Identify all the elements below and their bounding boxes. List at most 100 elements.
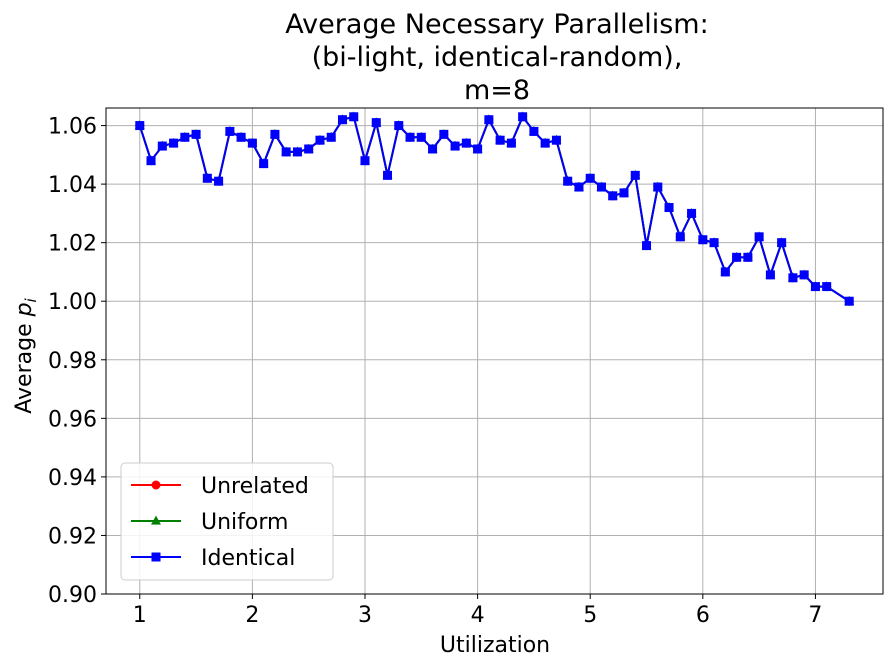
data-point: [281, 147, 291, 157]
data-point: [799, 270, 809, 280]
data-point: [135, 121, 145, 131]
data-point: [698, 235, 708, 245]
data-point: [574, 182, 584, 192]
grid: [106, 108, 883, 595]
data-point: [596, 182, 606, 192]
data-point: [844, 296, 854, 306]
data-point: [439, 129, 449, 139]
data-point: [236, 132, 246, 142]
data-point: [630, 170, 640, 180]
data-point: [247, 138, 257, 148]
legend-label: Uniform: [201, 510, 288, 535]
data-point: [473, 144, 483, 154]
data-point: [754, 232, 764, 242]
data-point: [157, 141, 167, 151]
y-tick-label: 1.04: [48, 173, 97, 198]
data-point: [225, 126, 235, 136]
legend-box: [120, 462, 334, 581]
data-point: [518, 112, 528, 122]
data-point: [326, 132, 336, 142]
chart-title-line-2: (bi-light, identical-random),: [312, 42, 683, 73]
data-point: [450, 141, 460, 151]
series-line: [138, 115, 850, 303]
data-point: [191, 129, 201, 139]
x-tick-label: 4: [471, 603, 485, 628]
chart-title-line-1: Average Necessary Parallelism:: [285, 9, 708, 40]
x-tick-label: 6: [696, 603, 710, 628]
data-point: [720, 267, 730, 277]
data-point: [664, 203, 674, 213]
series-identical: [135, 112, 854, 306]
data-point: [810, 282, 820, 292]
legend-marker: [151, 480, 161, 490]
data-point: [777, 238, 787, 248]
legend-item-uniform: Uniform: [131, 510, 288, 535]
data-point: [202, 173, 212, 183]
y-tick-label: 0.94: [48, 466, 97, 491]
data-point: [495, 135, 505, 145]
data-point: [563, 176, 573, 186]
y-axis-label-main: Average: [12, 316, 37, 413]
x-tick-label: 5: [583, 603, 597, 628]
data-point: [529, 126, 539, 136]
data-point: [270, 129, 280, 139]
data-point: [315, 135, 325, 145]
y-axis-label: Average pi: [12, 297, 40, 413]
data-point: [484, 115, 494, 125]
data-point: [146, 156, 156, 166]
series-line: [138, 115, 850, 303]
data-point: [653, 182, 663, 192]
chart-title-line-3: m=8: [464, 75, 530, 106]
data-point: [461, 138, 471, 148]
data-point: [214, 176, 224, 186]
data-point: [743, 252, 753, 262]
legend-item-unrelated: Unrelated: [131, 474, 309, 499]
y-tick-label: 0.90: [48, 583, 97, 608]
y-tick-label: 1.02: [48, 232, 97, 257]
data-point: [383, 170, 393, 180]
legend-label: Identical: [201, 546, 295, 571]
data-point: [169, 138, 179, 148]
data-point: [709, 238, 719, 248]
data-point: [405, 132, 415, 142]
data-point: [540, 138, 550, 148]
data-point: [822, 282, 832, 292]
data-point: [687, 208, 697, 218]
data-point: [675, 232, 685, 242]
data-point: [732, 252, 742, 262]
data-point: [394, 121, 404, 131]
x-tick-label: 2: [245, 603, 259, 628]
x-tick-label: 1: [133, 603, 147, 628]
chart-title: Average Necessary Parallelism: (bi-light…: [285, 9, 708, 106]
data-point: [551, 135, 561, 145]
y-tick-label: 1.00: [48, 290, 97, 315]
data-point: [788, 273, 798, 283]
legend-marker: [151, 552, 161, 562]
y-tick-label: 1.06: [48, 115, 97, 140]
plot-frame: [105, 107, 884, 595]
x-axis-label: Utilization: [440, 633, 550, 658]
y-tick-label: 0.92: [48, 524, 97, 549]
y-axis-label-subscript: i: [22, 297, 40, 302]
data-point: [349, 112, 359, 122]
data-point: [360, 156, 370, 166]
x-axis-ticks: 1 2 3 4 5 6 7: [133, 594, 822, 628]
data-point: [292, 147, 302, 157]
data-point: [428, 144, 438, 154]
series-layer: [134, 111, 855, 306]
data-point: [619, 188, 629, 198]
data-point: [416, 132, 426, 142]
x-tick-label: 3: [358, 603, 372, 628]
data-point: [765, 270, 775, 280]
series-line: [138, 115, 850, 303]
y-axis-ticks: 0.90 0.92 0.94 0.96 0.98 1.00 1.02 1.04 1.06: [48, 115, 106, 608]
legend-label: Unrelated: [201, 474, 309, 499]
legend: Unrelated Uniform Identical: [120, 462, 334, 581]
data-point: [371, 118, 381, 128]
data-point: [259, 159, 269, 169]
y-tick-label: 0.96: [48, 407, 97, 432]
data-point: [337, 115, 347, 125]
legend-marker: [151, 515, 161, 525]
data-point: [585, 173, 595, 183]
